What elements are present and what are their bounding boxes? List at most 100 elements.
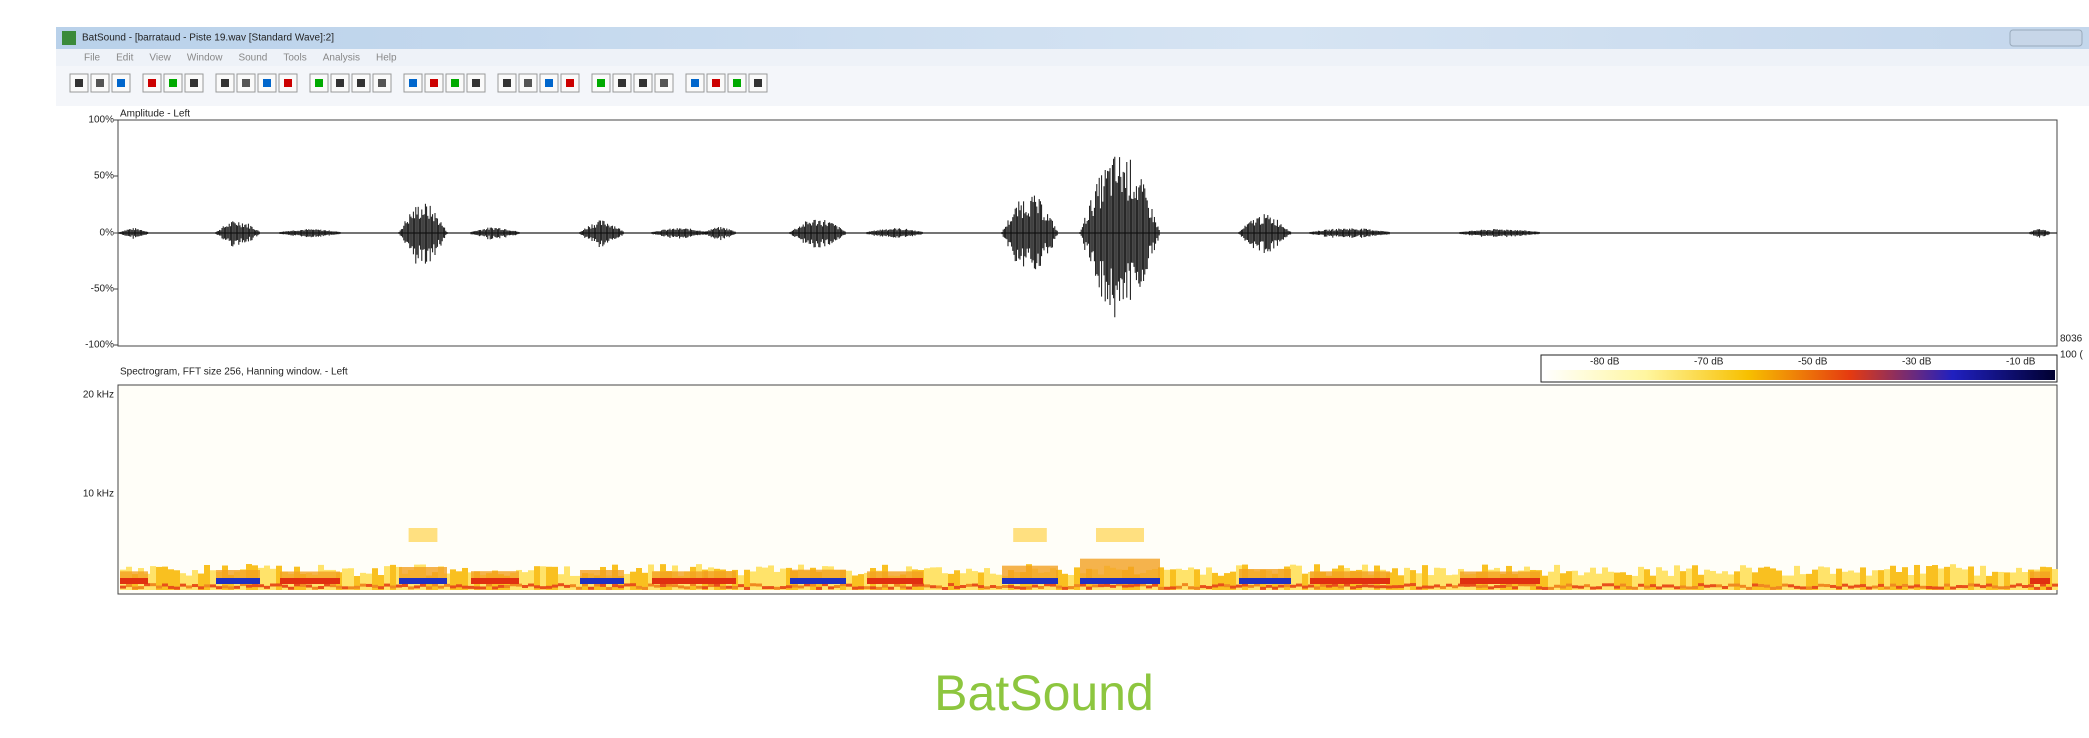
spec-noise xyxy=(1824,584,1830,587)
spec-noise xyxy=(1740,585,1746,588)
toolbar-icon xyxy=(409,79,417,87)
spec-noise xyxy=(576,587,582,590)
toolbar-icon xyxy=(566,79,574,87)
spec-noise xyxy=(420,584,426,587)
spec-noise xyxy=(768,586,774,589)
spec-noise xyxy=(1734,571,1740,590)
spec-noise xyxy=(888,587,894,590)
spec-noise xyxy=(2028,584,2034,587)
menu-item[interactable]: Window xyxy=(187,53,223,64)
spec-noise xyxy=(234,586,240,589)
spec-noise xyxy=(1902,584,1908,587)
spec-noise xyxy=(1620,572,1626,590)
toolbar-icon xyxy=(597,79,605,87)
panel-label: Spectrogram, FFT size 256, Hanning windo… xyxy=(120,367,348,378)
menu-item[interactable]: Edit xyxy=(116,53,133,64)
spec-noise xyxy=(2004,586,2010,589)
menu-item[interactable]: Analysis xyxy=(323,53,360,64)
spec-noise xyxy=(282,585,288,588)
spec-noise xyxy=(1224,584,1230,587)
y-label: 100% xyxy=(88,115,114,126)
toolbar-icon xyxy=(618,79,626,87)
spec-noise xyxy=(228,586,234,589)
page: BatSound - [barrataud - Piste 19.wav [St… xyxy=(0,0,2089,738)
spec-noise xyxy=(630,572,636,590)
menu-item[interactable]: File xyxy=(84,53,101,64)
toolbar-icon xyxy=(357,79,365,87)
spec-noise xyxy=(540,586,546,589)
spec-noise xyxy=(1788,576,1794,590)
spec-noise xyxy=(1080,584,1086,587)
spec-noise xyxy=(1296,584,1302,587)
spec-call xyxy=(471,578,519,584)
y-label: 50% xyxy=(94,171,114,182)
menu-item[interactable]: View xyxy=(149,53,171,64)
spec-noise xyxy=(450,585,456,588)
toolbar-icon xyxy=(524,79,532,87)
spec-noise xyxy=(1644,586,1650,589)
spec-noise xyxy=(1230,586,1236,589)
spec-noise xyxy=(264,586,270,589)
spec-noise xyxy=(1782,576,1788,590)
spec-noise xyxy=(162,583,168,586)
spec-noise xyxy=(396,585,402,588)
spec-noise xyxy=(1272,587,1278,590)
spec-noise xyxy=(1206,586,1212,589)
spec-noise xyxy=(834,585,840,588)
spec-noise xyxy=(2010,585,2016,588)
spec-noise xyxy=(612,584,618,587)
spec-noise xyxy=(1968,566,1974,590)
toolbar-icon xyxy=(96,79,104,87)
spec-noise xyxy=(1998,586,2004,589)
spec-noise xyxy=(570,584,576,587)
spec-noise xyxy=(1668,584,1674,587)
spec-noise xyxy=(642,587,648,590)
spec-noise xyxy=(150,566,156,590)
spec-noise xyxy=(1188,586,1194,589)
spec-noise xyxy=(1362,584,1368,587)
spec-noise xyxy=(1914,584,1920,587)
spec-call xyxy=(2030,578,2050,584)
spec-noise xyxy=(828,586,834,589)
toolbar-icon xyxy=(263,79,271,87)
spec-noise xyxy=(1620,584,1626,587)
spec-noise xyxy=(1380,585,1386,588)
spec-noise xyxy=(306,585,312,588)
spec-noise xyxy=(126,584,132,587)
spec-noise xyxy=(1446,575,1452,590)
spec-noise xyxy=(684,586,690,589)
spec-noise xyxy=(672,584,678,587)
spec-noise xyxy=(1626,586,1632,589)
spec-noise xyxy=(552,585,558,588)
spec-noise xyxy=(1566,571,1572,590)
menu-item[interactable]: Help xyxy=(376,53,397,64)
menu-item[interactable]: Sound xyxy=(238,53,267,64)
colorbar-label: -30 dB xyxy=(1902,357,1932,368)
spec-noise xyxy=(606,587,612,590)
spec-noise xyxy=(780,586,786,589)
y-label: 20 kHz xyxy=(83,390,114,401)
spec-noise xyxy=(1848,586,1854,589)
toolbar-icon xyxy=(712,79,720,87)
spec-noise xyxy=(1218,576,1224,590)
spec-call xyxy=(580,578,624,584)
toolbar-icon xyxy=(148,79,156,87)
spec-noise xyxy=(1806,586,1812,589)
spec-noise xyxy=(618,585,624,588)
spec-noise xyxy=(1212,584,1218,587)
spec-noise xyxy=(1470,584,1476,587)
spec-call xyxy=(1002,578,1058,584)
spec-noise xyxy=(444,584,450,587)
spec-noise xyxy=(1434,584,1440,587)
window-controls[interactable] xyxy=(2010,30,2082,46)
spec-noise xyxy=(696,586,702,589)
y-label: 10 kHz xyxy=(83,489,114,500)
toolbar-icon xyxy=(472,79,480,87)
spec-call xyxy=(790,578,846,584)
spec-noise xyxy=(2046,587,2052,590)
spec-noise xyxy=(666,584,672,587)
spec-noise xyxy=(636,586,642,589)
spec-noise xyxy=(300,584,306,587)
spec-noise xyxy=(660,584,666,587)
menu-item[interactable]: Tools xyxy=(283,53,306,64)
